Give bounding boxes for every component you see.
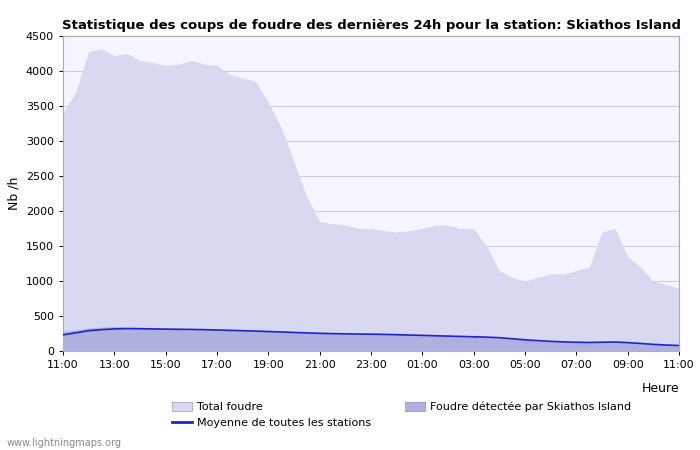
Title: Statistique des coups de foudre des dernières 24h pour la station: Skiathos Isla: Statistique des coups de foudre des dern…: [62, 19, 680, 32]
Text: Heure: Heure: [641, 382, 679, 395]
Y-axis label: Nb /h: Nb /h: [7, 177, 20, 210]
Text: www.lightningmaps.org: www.lightningmaps.org: [7, 438, 122, 448]
Legend: Total foudre, Moyenne de toutes les stations, Foudre détectée par Skiathos Islan: Total foudre, Moyenne de toutes les stat…: [167, 397, 636, 433]
